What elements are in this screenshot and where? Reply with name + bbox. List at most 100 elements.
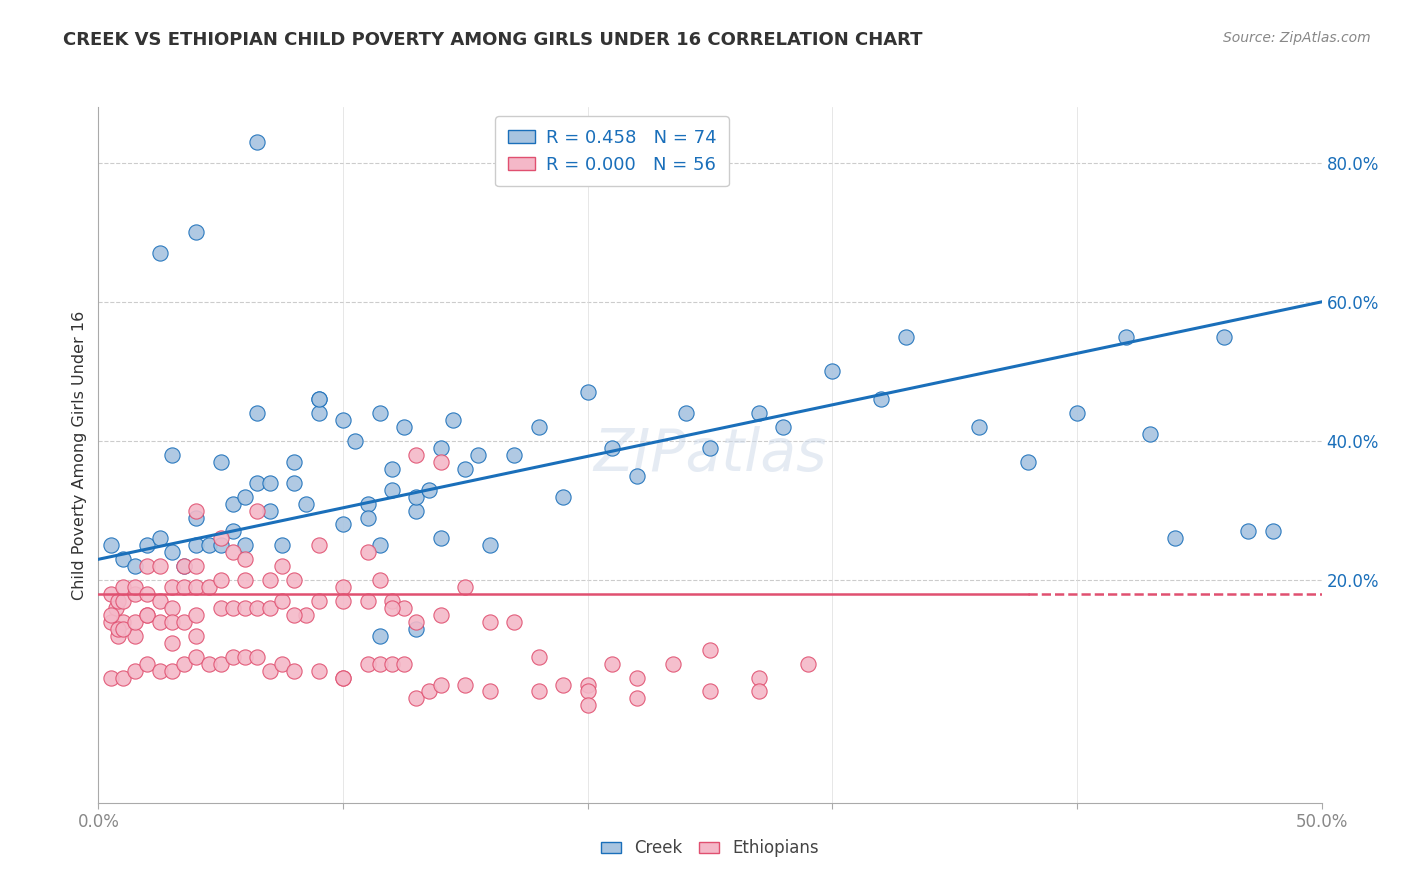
Point — [405, 448, 427, 462]
Point — [209, 601, 232, 615]
Point — [283, 607, 305, 622]
Point — [160, 601, 183, 615]
Point — [478, 538, 501, 552]
Point — [209, 538, 232, 552]
Point — [467, 448, 489, 462]
Point — [222, 497, 245, 511]
Point — [553, 490, 575, 504]
Point — [186, 503, 208, 517]
Point — [405, 615, 427, 629]
Point — [246, 503, 269, 517]
Point — [405, 622, 427, 636]
Point — [797, 657, 820, 671]
Point — [186, 225, 208, 239]
Point — [699, 441, 721, 455]
Point — [332, 671, 354, 685]
Legend: Creek, Ethiopians: Creek, Ethiopians — [595, 833, 825, 864]
Point — [308, 664, 330, 678]
Point — [160, 580, 183, 594]
Point — [259, 573, 281, 587]
Point — [748, 671, 770, 685]
Point — [136, 657, 159, 671]
Point — [821, 364, 844, 378]
Point — [104, 601, 127, 615]
Point — [662, 657, 685, 671]
Point — [173, 615, 195, 629]
Point — [111, 552, 134, 566]
Point — [186, 629, 208, 643]
Point — [283, 573, 305, 587]
Point — [368, 573, 391, 587]
Point — [197, 580, 219, 594]
Point — [576, 698, 599, 713]
Point — [259, 601, 281, 615]
Point — [233, 490, 256, 504]
Point — [441, 413, 464, 427]
Point — [381, 601, 404, 615]
Point — [246, 135, 269, 149]
Point — [100, 671, 122, 685]
Point — [870, 392, 893, 407]
Point — [392, 657, 416, 671]
Point — [259, 664, 281, 678]
Point — [149, 664, 172, 678]
Point — [576, 684, 599, 698]
Point — [233, 538, 256, 552]
Point — [149, 559, 172, 574]
Point — [332, 671, 354, 685]
Point — [283, 664, 305, 678]
Point — [527, 684, 550, 698]
Point — [392, 420, 416, 434]
Point — [576, 677, 599, 691]
Point — [233, 649, 256, 664]
Point — [283, 455, 305, 469]
Point — [100, 538, 122, 552]
Point — [160, 615, 183, 629]
Point — [186, 607, 208, 622]
Point — [626, 468, 648, 483]
Point — [149, 246, 172, 260]
Point — [1237, 524, 1260, 539]
Point — [344, 434, 367, 448]
Point — [308, 594, 330, 608]
Point — [1066, 406, 1088, 420]
Y-axis label: Child Poverty Among Girls Under 16: Child Poverty Among Girls Under 16 — [72, 310, 87, 599]
Point — [478, 615, 501, 629]
Point — [149, 615, 172, 629]
Point — [295, 607, 318, 622]
Point — [107, 594, 129, 608]
Point — [553, 677, 575, 691]
Point — [626, 671, 648, 685]
Point — [478, 684, 501, 698]
Point — [259, 503, 281, 517]
Point — [308, 406, 330, 420]
Point — [124, 615, 146, 629]
Point — [772, 420, 794, 434]
Point — [107, 622, 129, 636]
Point — [308, 392, 330, 407]
Point — [405, 490, 427, 504]
Point — [576, 385, 599, 400]
Point — [368, 629, 391, 643]
Point — [246, 649, 269, 664]
Point — [308, 392, 330, 407]
Point — [454, 580, 477, 594]
Point — [259, 475, 281, 490]
Point — [1212, 329, 1234, 343]
Point — [430, 607, 453, 622]
Point — [186, 538, 208, 552]
Point — [173, 580, 195, 594]
Point — [136, 538, 159, 552]
Point — [356, 497, 378, 511]
Point — [270, 657, 294, 671]
Point — [967, 420, 990, 434]
Point — [136, 607, 159, 622]
Point — [270, 594, 294, 608]
Point — [405, 503, 427, 517]
Point — [894, 329, 917, 343]
Point — [197, 657, 219, 671]
Point — [430, 455, 453, 469]
Point — [527, 649, 550, 664]
Point — [209, 455, 232, 469]
Point — [600, 657, 623, 671]
